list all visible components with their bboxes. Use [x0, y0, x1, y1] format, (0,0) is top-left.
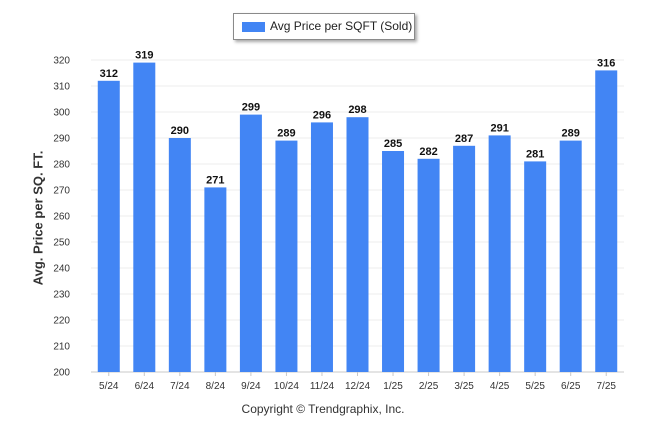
x-tick-label: 7/25: [596, 381, 616, 392]
data-label: 290: [171, 125, 189, 137]
data-label: 298: [348, 104, 366, 116]
x-tick-label: 6/25: [561, 381, 581, 392]
y-tick-label: 210: [53, 342, 70, 353]
data-label: 291: [490, 122, 508, 134]
bar: [275, 140, 298, 372]
data-label: 289: [562, 128, 580, 140]
y-tick-label: 250: [53, 238, 70, 249]
data-label: 282: [419, 146, 437, 158]
copyright-footer: Copyright © Trendgraphix, Inc.: [241, 402, 405, 416]
data-label: 312: [100, 68, 118, 80]
bar: [488, 135, 511, 372]
data-label: 316: [597, 57, 615, 69]
y-tick-label: 320: [53, 56, 70, 67]
bar: [133, 62, 156, 372]
data-label: 319: [135, 50, 153, 62]
x-tick-label: 8/24: [206, 381, 226, 392]
x-tick-label: 9/24: [241, 381, 261, 392]
data-label: 289: [277, 128, 295, 140]
bar: [97, 80, 120, 373]
y-tick-label: 290: [53, 134, 70, 145]
bar: [595, 70, 618, 373]
y-axis-label: Avg. Price per SQ. FT.: [30, 150, 46, 286]
y-tick-label: 270: [53, 186, 70, 197]
y-tick-label: 200: [53, 368, 70, 379]
x-tick-label: 1/25: [383, 381, 403, 392]
x-tick-label: 12/24: [345, 381, 370, 392]
data-label: 281: [526, 148, 544, 160]
y-tick-label: 280: [53, 160, 70, 171]
bar: [310, 122, 333, 373]
bar: [239, 114, 262, 372]
legend-label: Avg Price per SQFT (Sold): [270, 19, 413, 33]
legend-swatch: [242, 22, 265, 32]
data-label: 271: [206, 174, 224, 186]
x-tick-label: 4/25: [490, 381, 510, 392]
bar: [382, 151, 405, 372]
bar: [204, 187, 227, 372]
x-tick-label: 5/24: [99, 381, 119, 392]
x-tick-label: 6/24: [135, 381, 155, 392]
y-tick-label: 310: [53, 82, 70, 93]
x-tick-label: 3/25: [454, 381, 474, 392]
bar: [346, 117, 369, 372]
y-tick-label: 300: [53, 108, 70, 119]
y-tick-label: 260: [53, 212, 70, 223]
bar: [453, 145, 476, 372]
x-tick-label: 2/25: [419, 381, 439, 392]
data-label: 285: [384, 138, 402, 150]
x-tick-label: 7/24: [170, 381, 190, 392]
y-tick-label: 220: [53, 316, 70, 327]
bar: [559, 140, 582, 372]
y-tick-label: 240: [53, 264, 70, 275]
y-tick-label: 230: [53, 290, 70, 301]
data-label: 287: [455, 133, 473, 145]
x-tick-label: 10/24: [274, 381, 299, 392]
legend: Avg Price per SQFT (Sold): [233, 13, 415, 40]
data-label: 296: [313, 109, 331, 121]
data-label: 299: [242, 102, 260, 114]
bar: [417, 158, 440, 372]
bar: [168, 138, 191, 372]
bar: [524, 161, 547, 372]
x-tick-label: 5/25: [525, 381, 545, 392]
x-tick-label: 11/24: [310, 381, 335, 392]
